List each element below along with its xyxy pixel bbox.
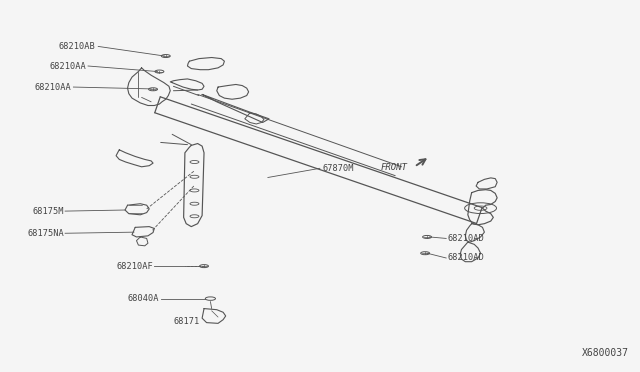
Text: 68210AA: 68210AA	[35, 83, 72, 92]
Text: 68210AF: 68210AF	[116, 262, 153, 270]
Text: X6800037: X6800037	[582, 348, 629, 358]
Text: 68175NA: 68175NA	[27, 229, 64, 238]
Text: 68175M: 68175M	[33, 206, 64, 216]
Text: 67870M: 67870M	[323, 164, 354, 173]
Text: 68210AD: 68210AD	[447, 234, 484, 243]
Text: FRONT: FRONT	[380, 163, 407, 172]
Text: 68210AA: 68210AA	[49, 61, 86, 71]
Text: 68040A: 68040A	[128, 294, 159, 303]
Text: 68210AD: 68210AD	[447, 253, 484, 263]
Text: 68171: 68171	[173, 317, 199, 326]
Text: 68210AB: 68210AB	[59, 42, 96, 51]
